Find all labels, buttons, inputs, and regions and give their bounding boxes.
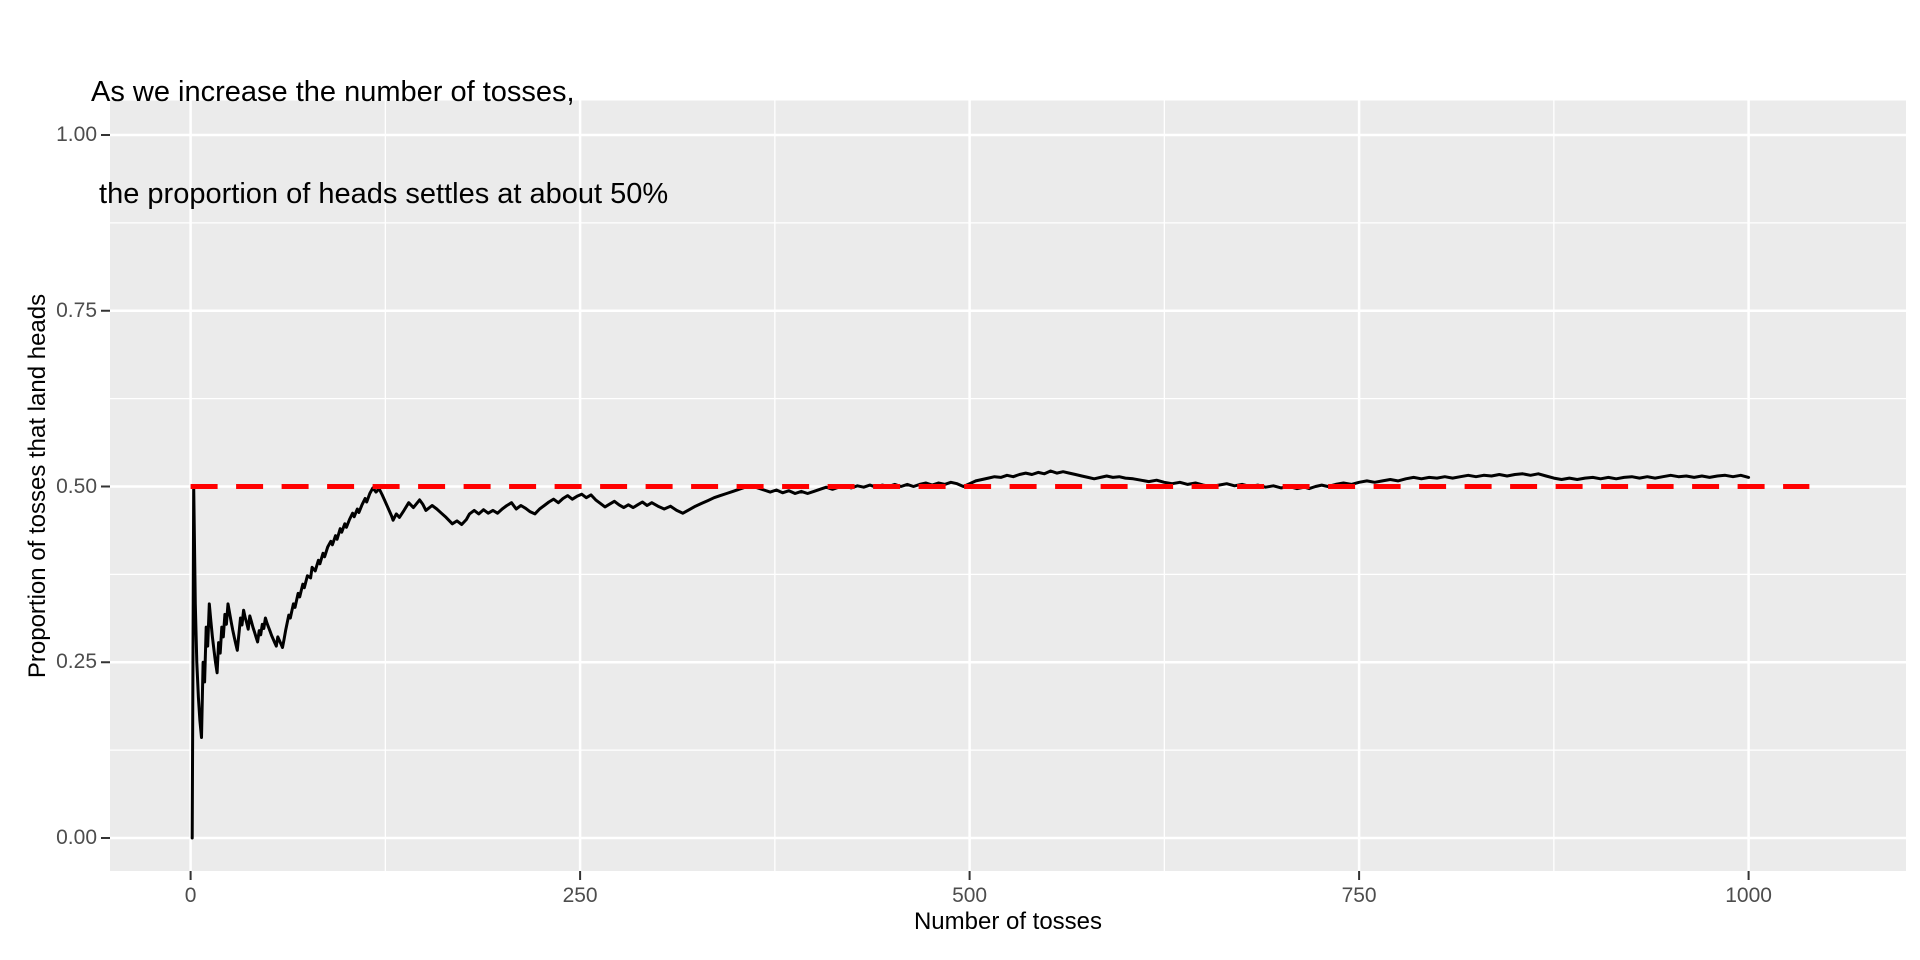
y-tick-label: 0.25 [56,650,97,674]
y-tick-label: 1.00 [56,123,97,146]
x-tick-label: 1000 [1725,884,1772,907]
series-line [190,469,1751,840]
x-tick-label: 750 [1341,884,1377,907]
x-tick-label: 500 [952,884,988,907]
chart-title: As we increase the number of tosses, the… [91,7,668,279]
chart-title-line-2: the proportion of heads settles at about… [91,178,669,210]
x-tick-label: 250 [562,884,598,907]
y-tick-label: 0.75 [56,298,97,322]
x-axis-title: Number of tosses [913,908,1103,935]
chart-title-line-1: As we increase the number of tosses, [91,76,575,108]
x-tick-label: 0 [184,884,197,907]
y-tick-label: 0.00 [56,826,97,849]
y-tick-label: 0.50 [56,474,97,498]
